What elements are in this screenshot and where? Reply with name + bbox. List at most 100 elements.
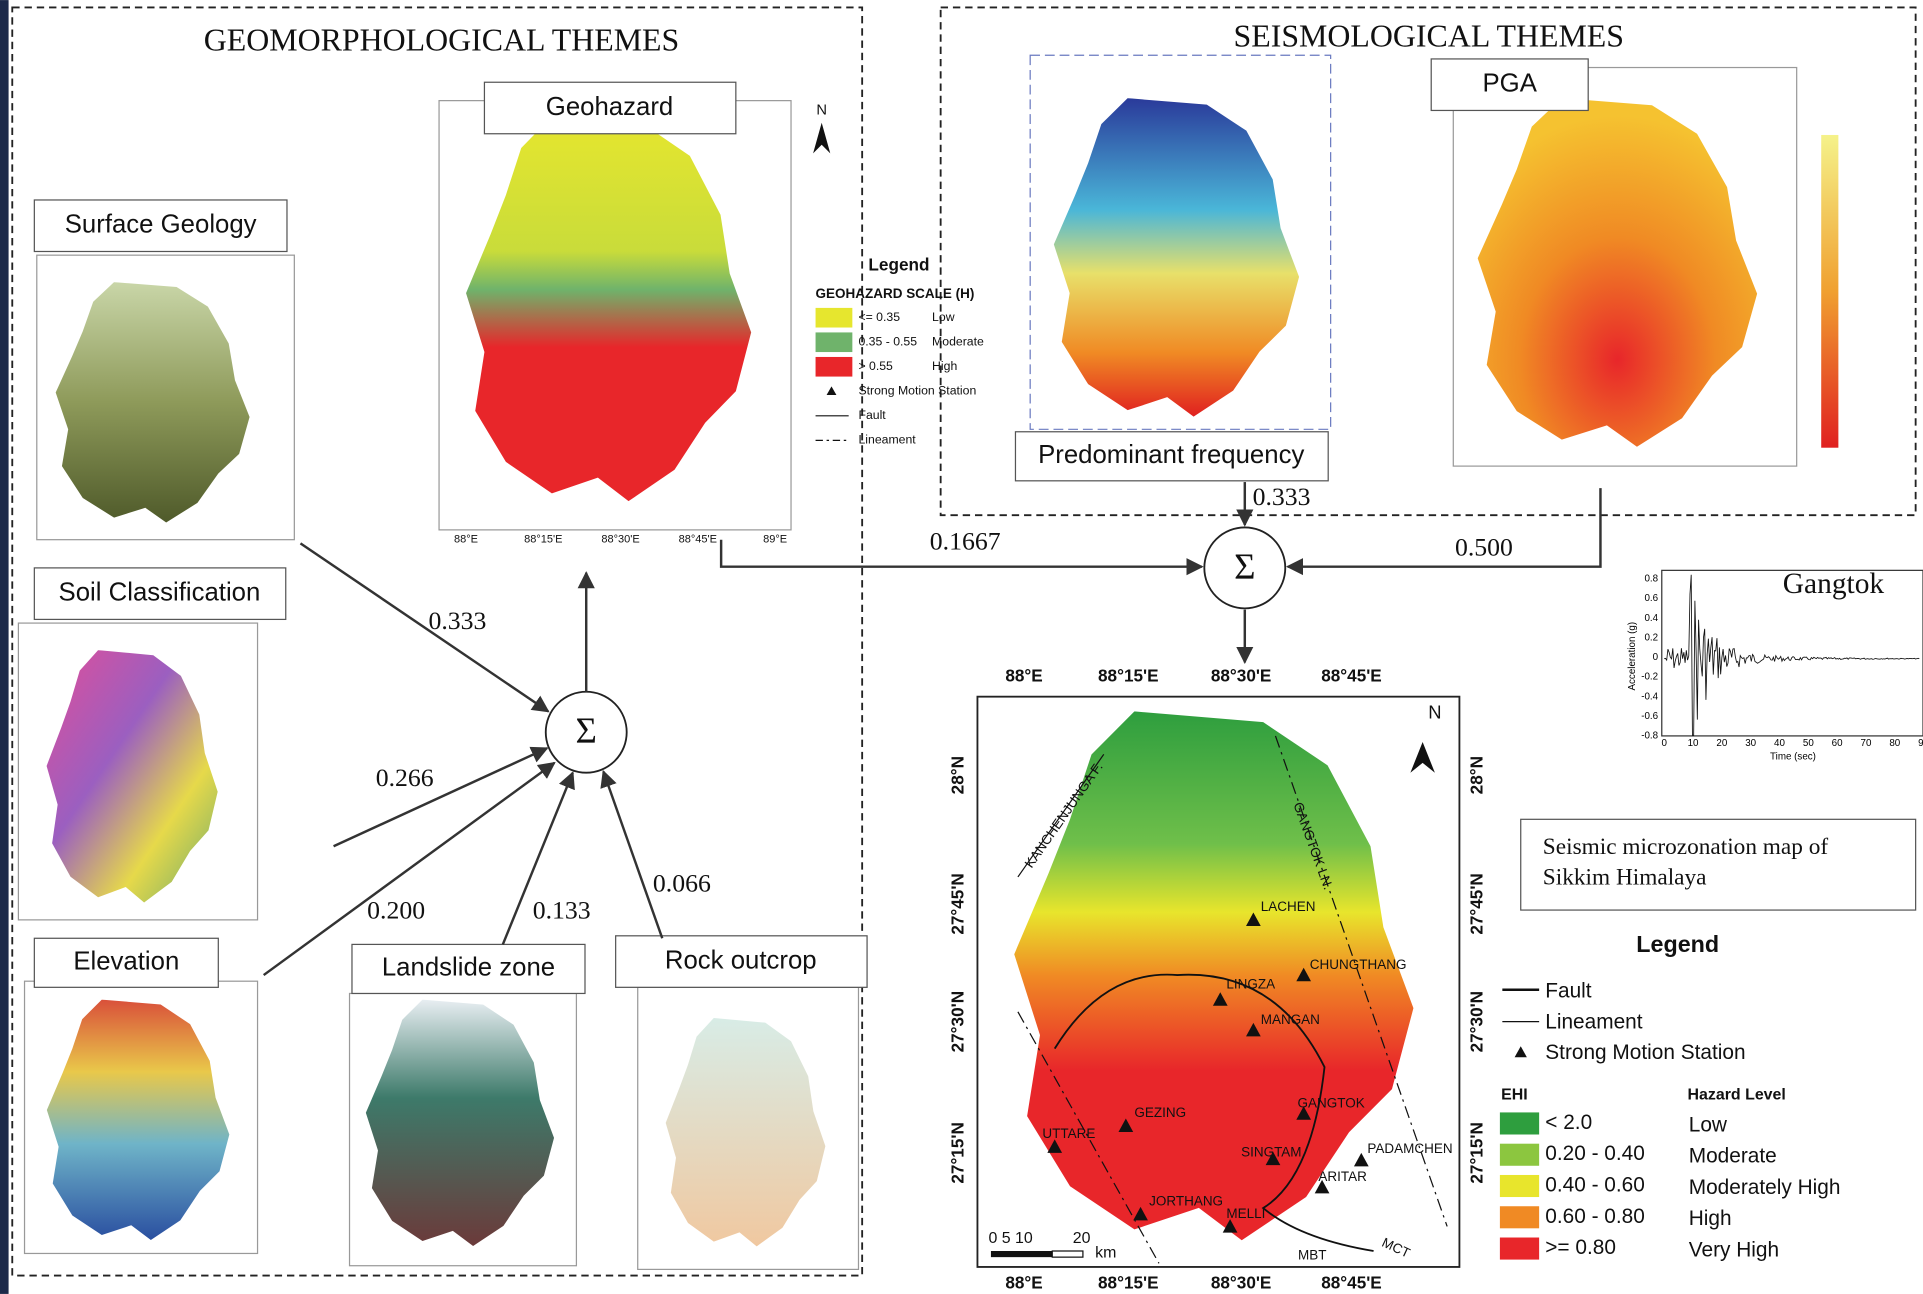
- sum-symbol: Σ: [1234, 546, 1255, 587]
- axis-label: 88°15'E: [1098, 1273, 1159, 1293]
- panel-title: GEOMORPHOLOGICAL THEMES: [204, 22, 679, 57]
- sum-symbol: Σ: [576, 710, 597, 751]
- legend-range: < 2.0: [1545, 1111, 1592, 1134]
- legend-symbol-label: Strong Motion Station: [858, 384, 976, 398]
- legend-level: Low: [932, 310, 955, 324]
- axis-label: 88°E: [1005, 1273, 1042, 1293]
- axis-label: 27°15'N: [948, 1122, 968, 1184]
- y-tick-label: 0.6: [1644, 593, 1658, 604]
- weight-label: 0.200: [367, 895, 425, 924]
- axis-label: 27°30'N: [948, 991, 968, 1053]
- legend-symbol-label: Lineament: [858, 433, 916, 447]
- axis-label: 27°45'N: [948, 873, 968, 935]
- axis-label: 89°E: [763, 534, 787, 546]
- legend-range: 0.35 - 0.55: [858, 334, 917, 348]
- pga-colorbar: [1821, 135, 1838, 448]
- x-axis-title: Time (sec): [1770, 751, 1816, 762]
- seismogram-title: Gangtok: [1783, 568, 1885, 600]
- legend-swatch: [1500, 1175, 1539, 1197]
- axis-label: 88°15'E: [1098, 666, 1159, 686]
- legend-symbol-label: Fault: [858, 408, 886, 422]
- legend-range: <= 0.35: [858, 310, 900, 324]
- legend-range: >= 0.80: [1545, 1236, 1616, 1259]
- legend-subtitle: GEOHAZARD SCALE (H): [816, 286, 975, 301]
- legend-range: > 0.55: [858, 359, 893, 373]
- legend-level: Low: [1689, 1113, 1728, 1136]
- scale-label: 0 5 10: [988, 1230, 1032, 1247]
- y-tick-label: -0.2: [1641, 672, 1658, 683]
- x-tick-label: 10: [1688, 738, 1699, 749]
- axis-label: 88°45'E: [1321, 1273, 1382, 1293]
- axis-label: 88°E: [1005, 666, 1042, 686]
- legend-range: 0.20 - 0.40: [1545, 1142, 1645, 1165]
- axis-label: 27°15'N: [1466, 1122, 1486, 1184]
- legend-swatch: [816, 357, 853, 377]
- axis-label: 88°45'E: [679, 534, 717, 546]
- legend-symbol-label: Strong Motion Station: [1545, 1041, 1745, 1064]
- scale-unit: km: [1095, 1245, 1116, 1262]
- legend-swatch: [1500, 1112, 1539, 1134]
- theme-label: Landslide zone: [382, 954, 555, 982]
- place-label: MELLI: [1226, 1206, 1265, 1221]
- weight-label: 0.500: [1455, 532, 1513, 561]
- x-tick-label: 30: [1745, 738, 1756, 749]
- legend-title: Legend: [868, 255, 929, 275]
- y-tick-label: -0.4: [1641, 691, 1658, 702]
- y-tick-label: 0.8: [1644, 574, 1658, 585]
- x-tick-label: 80: [1889, 738, 1900, 749]
- legend-range: 0.40 - 0.60: [1545, 1174, 1645, 1197]
- map-title: Sikkim Himalaya: [1543, 865, 1707, 891]
- legend-range: 0.60 - 0.80: [1545, 1205, 1645, 1228]
- place-label: MANGAN: [1261, 1012, 1320, 1027]
- axis-label: 88°E: [454, 534, 478, 546]
- legend-level: Moderately High: [1689, 1176, 1841, 1199]
- place-label: JORTHANG: [1149, 1194, 1223, 1209]
- legend-swatch: [1500, 1238, 1539, 1260]
- axis-label: 28°N: [948, 756, 968, 794]
- legend-level: High: [1689, 1207, 1732, 1230]
- edge-strip: [0, 0, 9, 1294]
- place-label: UTTARE: [1042, 1126, 1095, 1141]
- scale-bar: [991, 1251, 1052, 1257]
- weight-label: 0.266: [376, 763, 434, 792]
- weight-label: 0.066: [653, 868, 711, 897]
- theme-label: PGA: [1483, 69, 1538, 97]
- legend-level: Moderate: [1689, 1145, 1777, 1168]
- place-label: GANGTOK: [1298, 1095, 1365, 1110]
- legend-subtitle: EHI: [1501, 1086, 1528, 1103]
- north-label: N: [1428, 702, 1441, 723]
- y-tick-label: 0.2: [1644, 632, 1658, 643]
- axis-label: 28°N: [1466, 756, 1486, 794]
- place-label: SINGTAM: [1241, 1144, 1301, 1159]
- weight-label: 0.333: [1253, 482, 1311, 511]
- x-tick-label: 40: [1774, 738, 1785, 749]
- theme-label: Predominant frequency: [1038, 441, 1304, 469]
- y-tick-label: 0: [1653, 652, 1659, 663]
- x-tick-label: 50: [1803, 738, 1814, 749]
- theme-label: Surface Geology: [65, 211, 257, 239]
- weight-label: 0.333: [428, 606, 486, 635]
- legend-swatch: [816, 308, 853, 328]
- theme-label: Elevation: [73, 948, 179, 976]
- axis-label: 27°30'N: [1466, 991, 1486, 1052]
- theme-label: Geohazard: [546, 93, 673, 121]
- y-tick-label: -0.6: [1641, 711, 1658, 722]
- place-label: CHUNGTHANG: [1310, 957, 1407, 972]
- legend-swatch: [1500, 1144, 1539, 1166]
- x-tick-label: 0: [1662, 738, 1668, 749]
- legend-level: Moderate: [932, 334, 984, 348]
- place-label: LACHEN: [1261, 899, 1316, 914]
- y-tick-label: 0.4: [1644, 613, 1658, 624]
- theme-label: Rock outcrop: [665, 946, 817, 974]
- x-tick-label: 90: [1918, 738, 1923, 749]
- axis-label: 88°30'E: [1211, 1273, 1272, 1293]
- axis-label: 27°45'N: [1466, 873, 1486, 935]
- theme-label: Soil Classification: [59, 578, 261, 606]
- place-label: LINGZA: [1226, 976, 1275, 991]
- legend-swatch: [1500, 1206, 1539, 1228]
- scale-bar: [1052, 1251, 1083, 1257]
- weight-label: 0.1667: [930, 526, 1001, 555]
- place-label: PADAMCHEN: [1367, 1141, 1452, 1156]
- x-tick-label: 20: [1716, 738, 1727, 749]
- axis-label: 88°45'E: [1321, 666, 1382, 686]
